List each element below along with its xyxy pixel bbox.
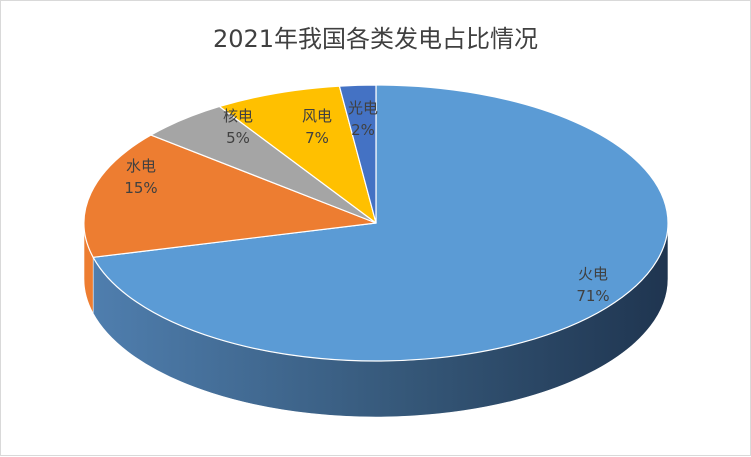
pie-slice-5 (338, 84, 377, 224)
slice-label-2: 水电 (126, 157, 156, 175)
slice-value-label-2: 15% (124, 179, 157, 197)
pie-top-group (83, 84, 669, 362)
slice-value-label-3: 5% (226, 129, 250, 147)
pie-slice-1 (92, 84, 669, 362)
slice-label-1: 火电 (578, 265, 608, 283)
slice-value-label-1: 71% (576, 287, 609, 305)
slice-value-label-4: 7% (305, 129, 329, 147)
slice-label-3: 核电 (223, 107, 253, 125)
slice-label-5: 光电 (348, 99, 378, 117)
chart-title: 2021年我国各类发电占比情况 (212, 25, 539, 53)
pie-label-group: 火电 71% 水电 15% 核电 5% 风电 7% 光电 2% (124, 99, 609, 305)
pie-slice-2 (83, 134, 377, 258)
slice-label-4: 风电 (302, 107, 332, 125)
pie-slice-4 (218, 85, 377, 224)
slice-value-label-5: 2% (351, 121, 375, 139)
